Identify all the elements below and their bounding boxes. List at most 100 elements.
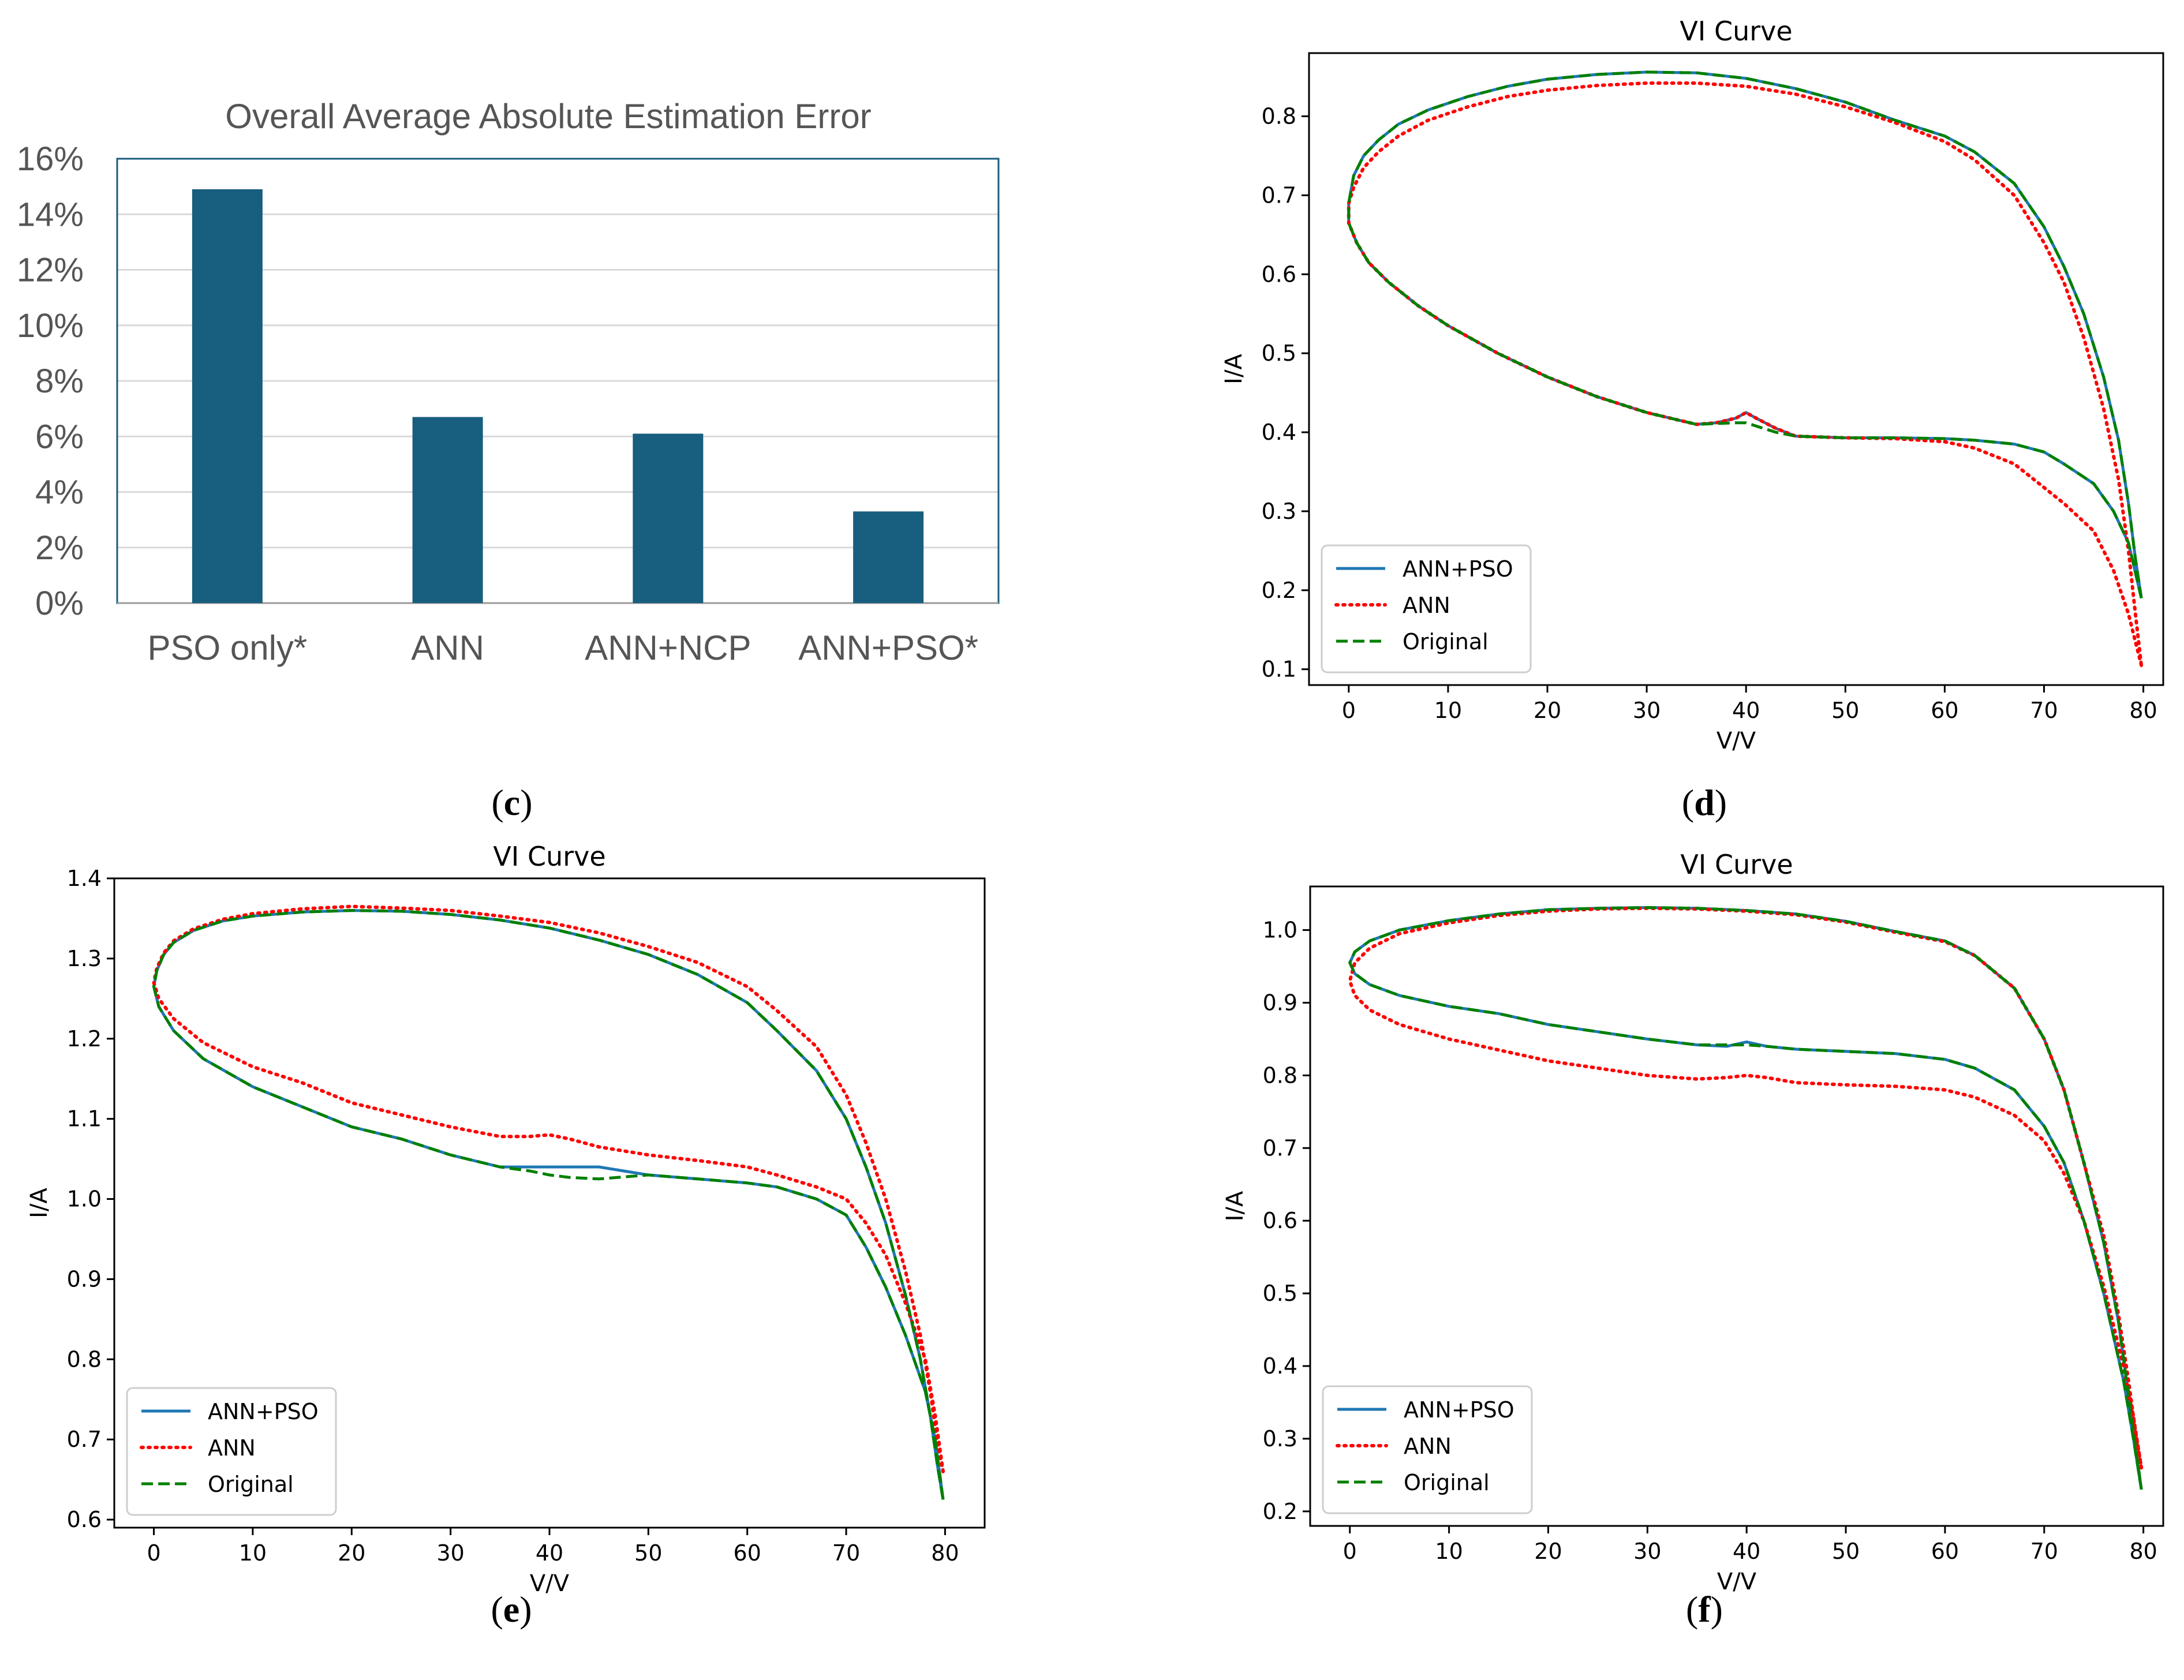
caption-paren: ): [1715, 782, 1727, 823]
x-tick-label: 60: [1931, 698, 1958, 723]
axes-frame: [1309, 885, 2164, 1527]
chart-title: Overall Average Absolute Estimation Erro…: [225, 97, 871, 136]
bar: [853, 511, 924, 603]
y-tick-label: 12%: [17, 252, 84, 289]
vi-curve-panel-d: VI Curve 0 10 20 30 40 50 60 70 80 0.1 0.2 0.3 0.4 0.5…: [1221, 16, 2164, 754]
x-tick-label: 20: [1534, 698, 1561, 723]
y-axis-label: I/A: [1222, 1191, 1248, 1221]
panel-caption-c: (c): [491, 782, 532, 823]
x-tick-label: 80: [2129, 1539, 2157, 1564]
y-tick-label: 16%: [17, 140, 84, 178]
x-tick-label: 0: [1342, 698, 1356, 723]
y-tick-label: 0.6: [1262, 261, 1296, 287]
x-tick-label: 80: [931, 1540, 959, 1566]
y-tick-label: 1.0: [1263, 918, 1297, 943]
x-tick-label: 30: [436, 1540, 464, 1566]
y-tick-label: 0.9: [67, 1266, 102, 1292]
y-tick-label: 0.8: [1262, 104, 1296, 129]
x-tick-label: 10: [1434, 698, 1462, 723]
legend-label: Original: [208, 1472, 294, 1497]
series-line-original: [1347, 70, 2143, 598]
caption-paren: ): [520, 782, 532, 823]
y-tick-label: 1.0: [67, 1187, 102, 1212]
x-tick-label: 10: [239, 1540, 267, 1566]
caption-letter: f: [1698, 1589, 1711, 1630]
panel-caption-e: (e): [491, 1589, 532, 1630]
x-tick-label: 50: [1832, 1539, 1860, 1564]
bar: [633, 433, 704, 603]
bar: [192, 189, 263, 603]
x-tick-label: ANN: [411, 628, 484, 667]
bar: [412, 417, 483, 603]
caption-letter: e: [503, 1589, 519, 1630]
x-tick-label: 70: [832, 1540, 860, 1566]
y-tick-label: 0.3: [1262, 499, 1296, 524]
caption-paren: (: [1686, 1589, 1698, 1630]
y-tick-label: 0.7: [67, 1427, 102, 1452]
series-line-ann: [1348, 906, 2144, 1470]
x-tick-label: 30: [1633, 1539, 1661, 1564]
y-tick-label: 1.3: [67, 946, 102, 971]
y-tick-label: 4%: [35, 474, 84, 511]
y-tick-label: 0.9: [1263, 990, 1297, 1015]
x-tick-label: 30: [1633, 698, 1661, 723]
chart-title: VI Curve: [1680, 16, 1792, 47]
vi-curve-panel-f: VI Curve 0 10 20 30 40 50 60 70 80 0.2 0.3 0.4 0.5 0.6…: [1222, 849, 2164, 1595]
y-tick-label: 0.1: [1262, 657, 1296, 682]
y-axis-label: I/A: [26, 1188, 53, 1218]
x-axis-label: V/V: [1716, 728, 1756, 754]
x-tick-label: 0: [1343, 1539, 1357, 1564]
series-line-original: [152, 909, 945, 1500]
x-tick-label: 50: [634, 1540, 662, 1566]
vi-curve-panel-e: VI Curve 0 10 20 30 40 50 60 70 80 0.6 0.7 0.8 0.9 1.0…: [26, 841, 986, 1597]
y-tick-label: 14%: [17, 196, 84, 233]
y-tick-label: 0.7: [1262, 182, 1296, 208]
y-tick-label: 0.6: [1263, 1208, 1297, 1233]
caption-text: (e): [491, 1589, 532, 1630]
caption-text: (c): [491, 782, 532, 823]
x-tick-label: 60: [734, 1540, 761, 1566]
legend-label: ANN+PSO: [1403, 556, 1513, 582]
y-tick-label: 10%: [17, 307, 84, 345]
legend-label: Original: [1403, 629, 1489, 654]
panel-caption-d: (d): [1682, 782, 1727, 823]
y-axis-label: I/A: [1221, 354, 1247, 384]
y-tick-label: 0.2: [1262, 578, 1296, 603]
caption-paren: ): [1711, 1589, 1723, 1630]
y-tick-label: 0.3: [1263, 1426, 1297, 1451]
x-tick-label: 40: [1732, 698, 1760, 723]
caption-paren: (: [1682, 782, 1694, 823]
y-tick-label: 1.2: [67, 1026, 102, 1052]
y-tick-label: 0.7: [1263, 1135, 1297, 1161]
caption-text: (d): [1682, 782, 1727, 823]
legend-label: ANN: [208, 1435, 256, 1461]
x-tick-label: 60: [1931, 1539, 1959, 1564]
caption-letter: d: [1694, 782, 1715, 823]
x-axis-label: V/V: [530, 1570, 570, 1597]
x-tick-label: ANN+NCP: [585, 628, 751, 667]
legend-label: Original: [1404, 1470, 1490, 1495]
x-tick-label: 70: [2030, 1539, 2058, 1564]
x-tick-label: PSO only*: [147, 628, 307, 667]
y-tick-label: 0.2: [1263, 1499, 1297, 1524]
x-tick-label: 70: [2030, 698, 2058, 723]
legend-label: ANN: [1404, 1434, 1452, 1459]
legend-label: ANN+PSO: [1404, 1397, 1514, 1423]
y-tick-label: 6%: [35, 418, 84, 455]
y-tick-label: 2%: [35, 529, 84, 567]
chart-title: VI Curve: [1680, 849, 1793, 880]
legend-label: ANN+PSO: [208, 1399, 319, 1424]
x-tick-label: ANN+PSO*: [798, 628, 978, 667]
x-tick-label: 20: [1534, 1539, 1562, 1564]
caption-paren: (: [491, 782, 503, 823]
chart-title: VI Curve: [493, 841, 605, 872]
panel-caption-f: (f): [1686, 1589, 1723, 1630]
bar-chart-panel-c: Overall Average Absolute Estimation Erro…: [17, 97, 1000, 667]
legend-label: ANN: [1403, 593, 1450, 618]
y-tick-label: 8%: [35, 362, 84, 400]
y-tick-label: 0.6: [67, 1507, 102, 1532]
y-tick-label: 0.5: [1262, 341, 1296, 366]
caption-paren: ): [519, 1589, 532, 1630]
y-tick-label: 0%: [35, 585, 84, 622]
